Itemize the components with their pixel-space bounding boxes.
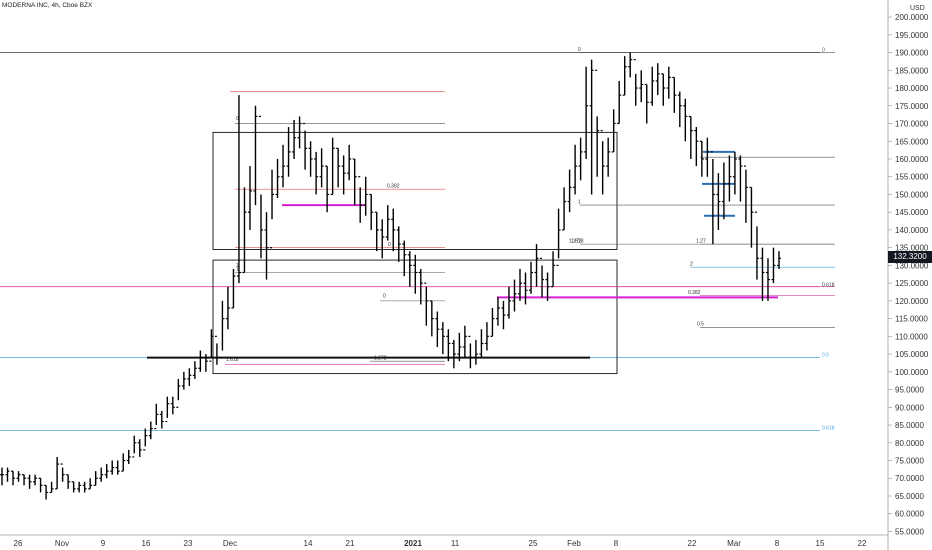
x-tick-label: 22 [688, 539, 697, 548]
fib-label: 1 [236, 263, 239, 269]
fib-label: 1.618 [571, 238, 584, 244]
range-box-upper [212, 131, 618, 250]
y-tick-label: 135.0000 [895, 244, 929, 253]
y-tick-label: 140.0000 [895, 226, 929, 235]
y-tick-label: 100.0000 [895, 368, 929, 377]
y-tick-label: 95.0000 [895, 386, 924, 395]
y-tick-label: 145.0000 [895, 208, 929, 217]
x-tick-label: 21 [346, 539, 355, 548]
y-tick-label: 160.0000 [895, 155, 929, 164]
x-tick-label: Mar [727, 539, 741, 548]
y-tick-label: 200.0000 [895, 13, 929, 22]
level-label: 0.5 [822, 353, 829, 359]
fib-label: 0.382 [387, 183, 400, 189]
x-tick-label: Nov [55, 539, 69, 548]
x-tick-label: 22 [858, 539, 867, 548]
x-tick-label: Feb [567, 539, 581, 548]
y-tick-label: 190.0000 [895, 49, 929, 58]
y-tick-label: 90.0000 [895, 403, 924, 412]
x-tick-label: 26 [14, 539, 23, 548]
y-tick-label: 105.0000 [895, 350, 929, 359]
x-tick-label: 8 [775, 539, 780, 548]
y-tick-label: 185.0000 [895, 66, 929, 75]
y-tick-label: 125.0000 [895, 279, 929, 288]
y-tick-label: 70.0000 [895, 474, 924, 483]
y-tick-label: 65.0000 [895, 492, 924, 501]
y-tick-label: 115.0000 [895, 315, 928, 324]
x-tick-label: 23 [184, 539, 193, 548]
y-tick-label: 130.0000 [895, 261, 929, 270]
y-tick-label: 60.0000 [895, 510, 924, 519]
fib-label: 1.272 [569, 238, 582, 244]
y-tick-label: 85.0000 [895, 421, 924, 430]
x-tick-label: 11 [451, 539, 460, 548]
x-tick-label: Dec [223, 539, 237, 548]
fib-label: 1.27 [696, 238, 706, 244]
y-tick-label: 195.0000 [895, 31, 929, 40]
fib-label: 0.5 [697, 322, 704, 328]
y-tick-label: 180.0000 [895, 84, 929, 93]
x-tick-label: 25 [529, 539, 538, 548]
y-tick-label: 150.0000 [895, 190, 929, 199]
x-tick-label: 9 [101, 539, 106, 548]
x-tick-label: 15 [816, 539, 825, 548]
y-tick-label: 170.0000 [895, 120, 929, 129]
fib-label: 1 [578, 199, 581, 205]
y-tick-label: 120.0000 [895, 297, 929, 306]
last-price-badge: 132.3200 [888, 251, 932, 263]
fib-label: 0.618 [822, 283, 835, 289]
fib-label: 2 [690, 261, 693, 267]
fib-label: 0 [578, 47, 581, 53]
y-tick-label: 55.0000 [895, 527, 924, 536]
y-tick-label: 110.0000 [895, 332, 928, 341]
level-label: 0.618 [822, 425, 835, 431]
fib-label: 0.382 [688, 290, 701, 296]
fib-label: 1 [236, 267, 239, 273]
fib-label: 0 [236, 116, 239, 122]
fib-label: 0 [388, 242, 391, 248]
fib-label: 1.618 [226, 357, 239, 363]
y-tick-label: 80.0000 [895, 439, 924, 448]
level-label: 0 [822, 48, 825, 54]
x-tick-label: 14 [304, 539, 313, 548]
currency-label: USD [910, 5, 925, 12]
chart-title: MODERNA INC, 4h, Cboe BZX [2, 2, 93, 9]
x-tick-label: 16 [142, 539, 151, 548]
x-tick-label: 8 [614, 539, 619, 548]
y-tick-label: 75.0000 [895, 457, 924, 466]
x-tick-label: 2021 [404, 539, 422, 548]
fib-label: 0 [383, 293, 386, 299]
y-tick-label: 175.0000 [895, 102, 929, 111]
y-tick-label: 155.0000 [895, 173, 929, 182]
y-tick-label: 165.0000 [895, 137, 929, 146]
